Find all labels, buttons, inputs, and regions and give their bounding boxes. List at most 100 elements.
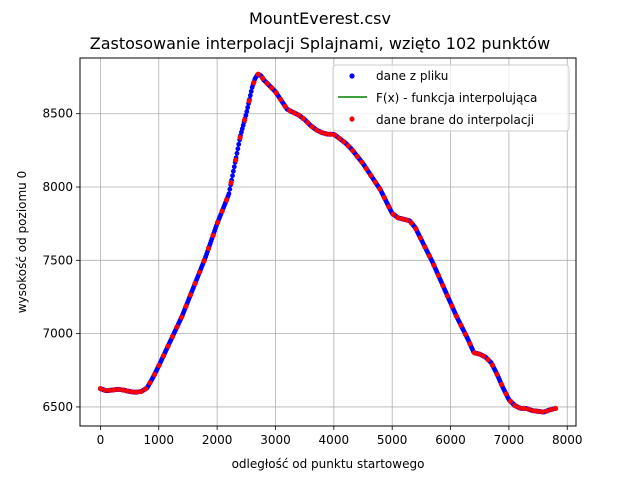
- axes-frame: [79, 57, 577, 427]
- interpolation-node: [485, 356, 491, 363]
- interpolation-node: [543, 408, 550, 414]
- data-point: [236, 141, 242, 147]
- interpolation-node: [246, 98, 252, 104]
- interpolation-node: [341, 139, 347, 145]
- interpolation-node: [178, 314, 185, 320]
- interpolation-node: [296, 112, 302, 118]
- interpolation-node: [471, 350, 478, 356]
- interpolation-node: [548, 406, 554, 413]
- interpolation-node: [435, 272, 442, 279]
- interpolation-node: [512, 403, 518, 409]
- interpolation-node: [521, 405, 527, 412]
- interpolation-node: [395, 215, 401, 221]
- interpolation-node: [124, 388, 131, 394]
- x-tick-label: 7000: [494, 433, 525, 447]
- x-tick-label: 2000: [202, 433, 233, 447]
- interpolation-node: [404, 217, 410, 223]
- interpolation-node: [115, 386, 122, 393]
- interpolation-node: [169, 333, 176, 340]
- y-tick-label: 7000: [42, 327, 73, 341]
- legend-box: [332, 64, 570, 132]
- data-point: [244, 109, 250, 114]
- data-point: [226, 191, 232, 197]
- interpolation-node: [219, 208, 225, 214]
- legend-label-nodes: dane brane do interpolacji: [376, 113, 534, 127]
- interpolation-node: [287, 107, 293, 114]
- data-point: [231, 168, 236, 174]
- interpolation-node: [323, 131, 329, 137]
- interpolation-node: [386, 204, 392, 210]
- interpolation-node: [498, 381, 505, 387]
- interpolation-node: [503, 391, 509, 397]
- interpolation-node: [224, 197, 230, 203]
- interpolation-node: [183, 303, 189, 309]
- interpolation-node: [151, 371, 158, 378]
- interpolation-node: [255, 71, 261, 77]
- y-tick-label: 8500: [42, 107, 73, 121]
- axis-ticks: 0 1000 2000 3000 4000 5000 6000 7000 8000 6500 700…: [42, 107, 582, 447]
- interpolation-node: [142, 386, 149, 392]
- x-tick-label: 4000: [319, 433, 350, 447]
- interpolation-node: [129, 389, 135, 395]
- interpolation-node: [345, 143, 351, 149]
- interpolation-node: [368, 172, 374, 178]
- interpolation-node: [201, 258, 207, 264]
- interpolation-node: [534, 408, 541, 414]
- y-tick-label: 6500: [42, 400, 73, 414]
- interpolation-node: [174, 324, 180, 330]
- chart-subtitle: Zastosowanie interpolacji Splajnami, wzi…: [90, 34, 551, 53]
- interpolation-node: [314, 127, 320, 133]
- y-tick-label: 8000: [42, 180, 73, 194]
- interpolation-node: [327, 131, 333, 137]
- interpolation-node: [187, 292, 194, 298]
- interpolation-node: [233, 157, 239, 163]
- interpolation-node: [273, 90, 279, 96]
- data-point: [231, 164, 237, 170]
- interpolation-node: [449, 303, 455, 309]
- interpolation-node: [138, 388, 144, 395]
- interpolation-node: [291, 110, 297, 116]
- interpolation-node: [214, 219, 221, 226]
- interpolation-node: [372, 179, 378, 185]
- interpolation-node: [458, 322, 464, 328]
- interpolation-node: [350, 148, 356, 154]
- chart-title: MountEverest.csv: [249, 9, 391, 28]
- x-tick-label: 5000: [377, 433, 408, 447]
- interpolation-node: [156, 362, 162, 368]
- interpolation-node: [251, 80, 257, 86]
- x-axis-label: odległość od punktu startowego: [232, 457, 425, 471]
- interpolation-node: [242, 117, 248, 123]
- legend-label-data: dane z pliku: [376, 69, 448, 83]
- interpolation-node: [332, 132, 338, 138]
- y-axis-label: wysokość od poziomu 0: [15, 171, 29, 314]
- interpolation-node: [476, 351, 482, 357]
- interpolation-node: [278, 96, 284, 103]
- interpolation-node: [300, 115, 306, 122]
- interpolation-node: [318, 129, 324, 135]
- interpolation-node: [102, 387, 108, 393]
- interpolation-node: [408, 220, 414, 226]
- interpolation-node: [530, 408, 536, 414]
- interpolation-node: [507, 398, 514, 404]
- interpolation-node: [111, 387, 117, 393]
- data-point: [243, 112, 249, 118]
- interpolation-node: [269, 85, 275, 91]
- interpolation-node: [363, 165, 369, 172]
- interpolation-node: [237, 134, 243, 141]
- interpolation-node: [399, 216, 405, 222]
- x-tick-label: 0: [97, 433, 105, 447]
- interpolation-node: [453, 313, 460, 319]
- interpolation-node: [282, 103, 288, 109]
- interpolation-node: [426, 253, 432, 259]
- legend-marker-nodes: [349, 116, 355, 122]
- interpolation-node: [539, 409, 545, 415]
- data-point: [248, 88, 254, 94]
- interpolation-node: [417, 235, 423, 241]
- interpolation-node: [120, 387, 126, 393]
- interpolation-node: [359, 159, 365, 165]
- interpolation-node: [196, 269, 203, 275]
- legend-label-interp: F(x) - funkcja interpolująca: [376, 91, 537, 105]
- interpolation-node: [309, 124, 315, 130]
- interpolation-node: [494, 371, 500, 377]
